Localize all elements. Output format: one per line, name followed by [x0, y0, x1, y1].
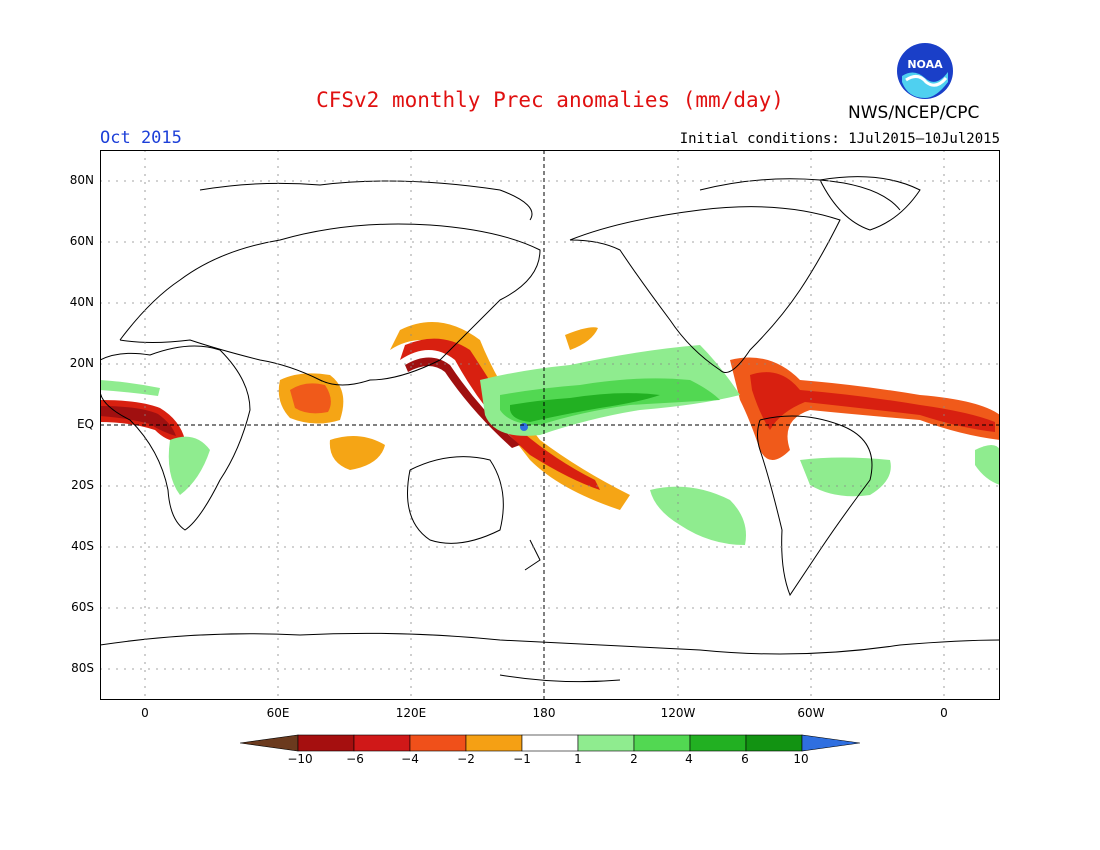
precip-anomaly-map — [100, 150, 1000, 700]
lat-label: 40S — [71, 539, 94, 553]
lon-label: 180 — [532, 706, 556, 720]
colorbar-box — [465, 734, 523, 752]
wet-region-south-pacific — [650, 486, 746, 545]
coastlines — [100, 176, 1000, 683]
lon-label: 120W — [660, 706, 696, 720]
lat-label: 80S — [71, 661, 94, 675]
colorbar-label: −4 — [401, 752, 419, 766]
lat-label: EQ — [76, 417, 94, 431]
lat-label: 20S — [71, 478, 94, 492]
colorbar-box — [745, 734, 803, 752]
colorbar-label: 1 — [574, 752, 582, 766]
colorbar-box — [577, 734, 635, 752]
colorbar-label: −6 — [346, 752, 364, 766]
colorbar — [240, 734, 860, 752]
lon-label: 0 — [940, 706, 948, 720]
lat-label: 40N — [69, 295, 94, 309]
colorbar-label: 6 — [741, 752, 749, 766]
colorbar-label: −2 — [457, 752, 475, 766]
lat-label: 20N — [69, 356, 94, 370]
colorbar-box — [297, 734, 355, 752]
lon-label: 120E — [395, 706, 427, 720]
wet-region-south-america — [800, 457, 891, 497]
colorbar-max-arrow — [801, 734, 860, 752]
initial-conditions-label: Initial conditions: 1Jul2015–10Jul2015 — [679, 131, 1000, 147]
colorbar-label: 2 — [630, 752, 638, 766]
dry-region-atlantic-itcz — [730, 357, 1000, 460]
colorbar-label: −10 — [287, 752, 313, 766]
lon-label: 0 — [141, 706, 149, 720]
colorbar-box — [353, 734, 411, 752]
colorbar-min-arrow — [240, 734, 299, 752]
wet-region-africa — [168, 436, 210, 495]
lat-label: 60N — [69, 234, 94, 248]
agency-label: NWS/NCEP/CPC — [848, 103, 980, 123]
lon-label: 60W — [797, 706, 825, 720]
valid-month-label: Oct 2015 — [100, 128, 182, 148]
strong-wet-spot — [520, 423, 528, 431]
noaa-logo: NOAA — [897, 43, 953, 99]
colorbar-box — [633, 734, 691, 752]
colorbar-box — [521, 734, 579, 752]
colorbar-label: 10 — [793, 752, 809, 766]
colorbar-box — [409, 734, 467, 752]
anomaly-shading — [100, 322, 1000, 545]
colorbar-label: −1 — [513, 752, 531, 766]
colorbar-box — [689, 734, 747, 752]
graticule — [100, 150, 1000, 700]
noaa-logo-text: NOAA — [907, 58, 943, 71]
lon-label: 60E — [266, 706, 290, 720]
colorbar-label: 4 — [685, 752, 693, 766]
lat-label: 80N — [69, 173, 94, 187]
lat-label: 60S — [71, 600, 94, 614]
chart-title: CFSv2 monthly Prec anomalies (mm/day) — [316, 88, 784, 112]
